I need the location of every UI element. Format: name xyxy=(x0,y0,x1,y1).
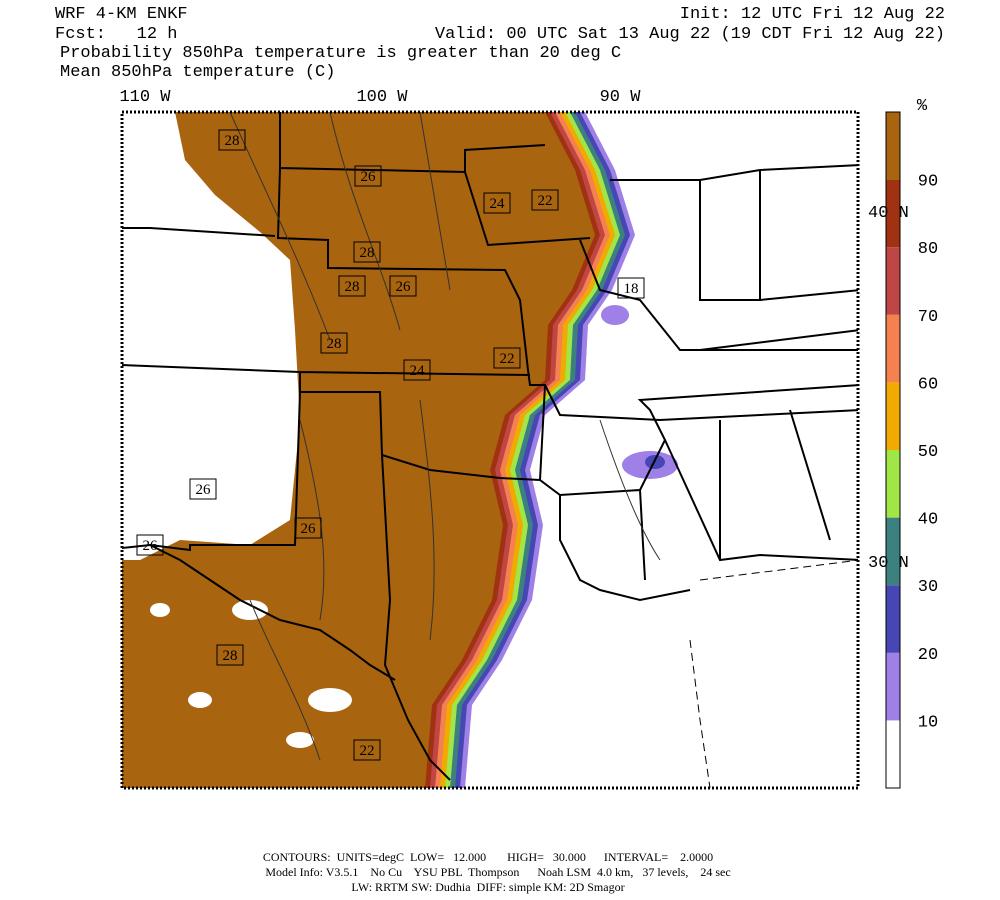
contour-label-box xyxy=(189,478,217,500)
contour-label-box xyxy=(403,359,431,381)
colorbar-segment xyxy=(886,247,900,315)
title: Probability 850hPa temperature is greate… xyxy=(60,44,621,63)
longitude-label: 100 W xyxy=(356,88,408,107)
colorbar: 10 20 30 40 50 60 70 80 90% xyxy=(885,97,938,789)
footer-physics: LW: RRTM SW: Dudhia DIFF: simple KM: 2D … xyxy=(351,880,624,894)
contour-label: 28 xyxy=(225,133,240,149)
low-probability-patch xyxy=(188,692,212,708)
contour-label: 24 xyxy=(490,196,506,212)
colorbar-unit: % xyxy=(917,97,928,116)
footer-model-info: Model Info: V3.5.1 No Cu YSU PBL Thompso… xyxy=(265,865,730,879)
contour-label: 22 xyxy=(360,743,375,759)
longitude-label: 90 W xyxy=(600,88,642,107)
map-frame xyxy=(120,110,860,790)
low-probability-patch xyxy=(286,732,314,748)
colorbar-frame xyxy=(885,111,901,789)
colorbar-segment xyxy=(886,652,900,721)
map-area xyxy=(122,112,858,788)
contour-label-box xyxy=(216,644,244,666)
contour-label: 28 xyxy=(360,245,375,261)
forecast-hour: Fcst: 12 h xyxy=(55,25,177,44)
contour-label-box xyxy=(218,129,246,151)
contour-label-box xyxy=(483,192,511,214)
low-probability-area xyxy=(122,112,300,560)
contour-label: 18 xyxy=(624,281,639,297)
contour-label: 28 xyxy=(223,648,238,664)
colorbar-label: 10 xyxy=(918,713,938,732)
colorbar-segment xyxy=(886,450,900,518)
longitude-label: 110 W xyxy=(119,88,171,107)
contour-label: 22 xyxy=(500,351,515,367)
colorbar-segment xyxy=(886,585,900,653)
latitude-label: 40 N xyxy=(868,204,909,223)
contour-label-box xyxy=(493,347,521,369)
low-probability-patch xyxy=(308,688,352,712)
contour-label-box xyxy=(354,165,382,187)
contour-label-box xyxy=(338,275,366,297)
boundaries: 28 26 24 22 28 28 26 18 28 24 22 26 26 26 28 22 xyxy=(122,112,858,788)
contour-label-box xyxy=(617,277,645,299)
contour-label-box xyxy=(136,534,164,556)
contour-label-box xyxy=(531,189,559,211)
latitude-label: 30 N xyxy=(868,554,909,573)
colorbar-segment xyxy=(886,517,900,586)
colorbar-label: 80 xyxy=(918,240,938,259)
contour-label: 26 xyxy=(143,538,159,554)
contour-label-box xyxy=(353,739,381,761)
colorbar-label: 90 xyxy=(918,173,938,192)
contour-label: 26 xyxy=(361,169,377,185)
contour-label-box xyxy=(389,275,417,297)
colorbar-label: 60 xyxy=(918,375,938,394)
footer-contours: CONTOURS: UNITS=degC LOW= 12.000 HIGH= 3… xyxy=(263,850,713,864)
low-probability-patch xyxy=(232,600,268,620)
colorbar-segment xyxy=(886,720,900,788)
contour-label-box xyxy=(320,332,348,354)
low-probability-patch xyxy=(150,603,170,617)
contour-label-box xyxy=(294,517,322,539)
subtitle: Mean 850hPa temperature (C) xyxy=(60,63,335,82)
contour-label: 28 xyxy=(345,279,360,295)
colorbar-label: 50 xyxy=(918,443,938,462)
contour-label: 26 xyxy=(196,482,212,498)
contour-label: 24 xyxy=(410,363,426,379)
colorbar-segment xyxy=(886,112,900,180)
contour-label: 26 xyxy=(301,521,317,537)
colorbar-segment xyxy=(886,382,900,450)
colorbar-segment xyxy=(886,179,900,248)
valid-time: Valid: 00 UTC Sat 13 Aug 22 (19 CDT Fri … xyxy=(435,25,945,44)
contour-label-box xyxy=(353,241,381,263)
contour-label: 26 xyxy=(396,279,412,295)
colorbar-label: 30 xyxy=(918,578,938,597)
colorbar-label: 70 xyxy=(918,308,938,327)
colorbar-segment xyxy=(886,314,900,383)
init-time: Init: 12 UTC Fri 12 Aug 22 xyxy=(680,5,945,24)
colorbar-label: 20 xyxy=(918,646,938,665)
colorbar-label: 40 xyxy=(918,511,938,530)
probability-patch xyxy=(601,305,629,325)
model-name: WRF 4-KM ENKF xyxy=(55,5,188,24)
contour-label: 22 xyxy=(538,193,553,209)
contour-label: 28 xyxy=(327,336,342,352)
